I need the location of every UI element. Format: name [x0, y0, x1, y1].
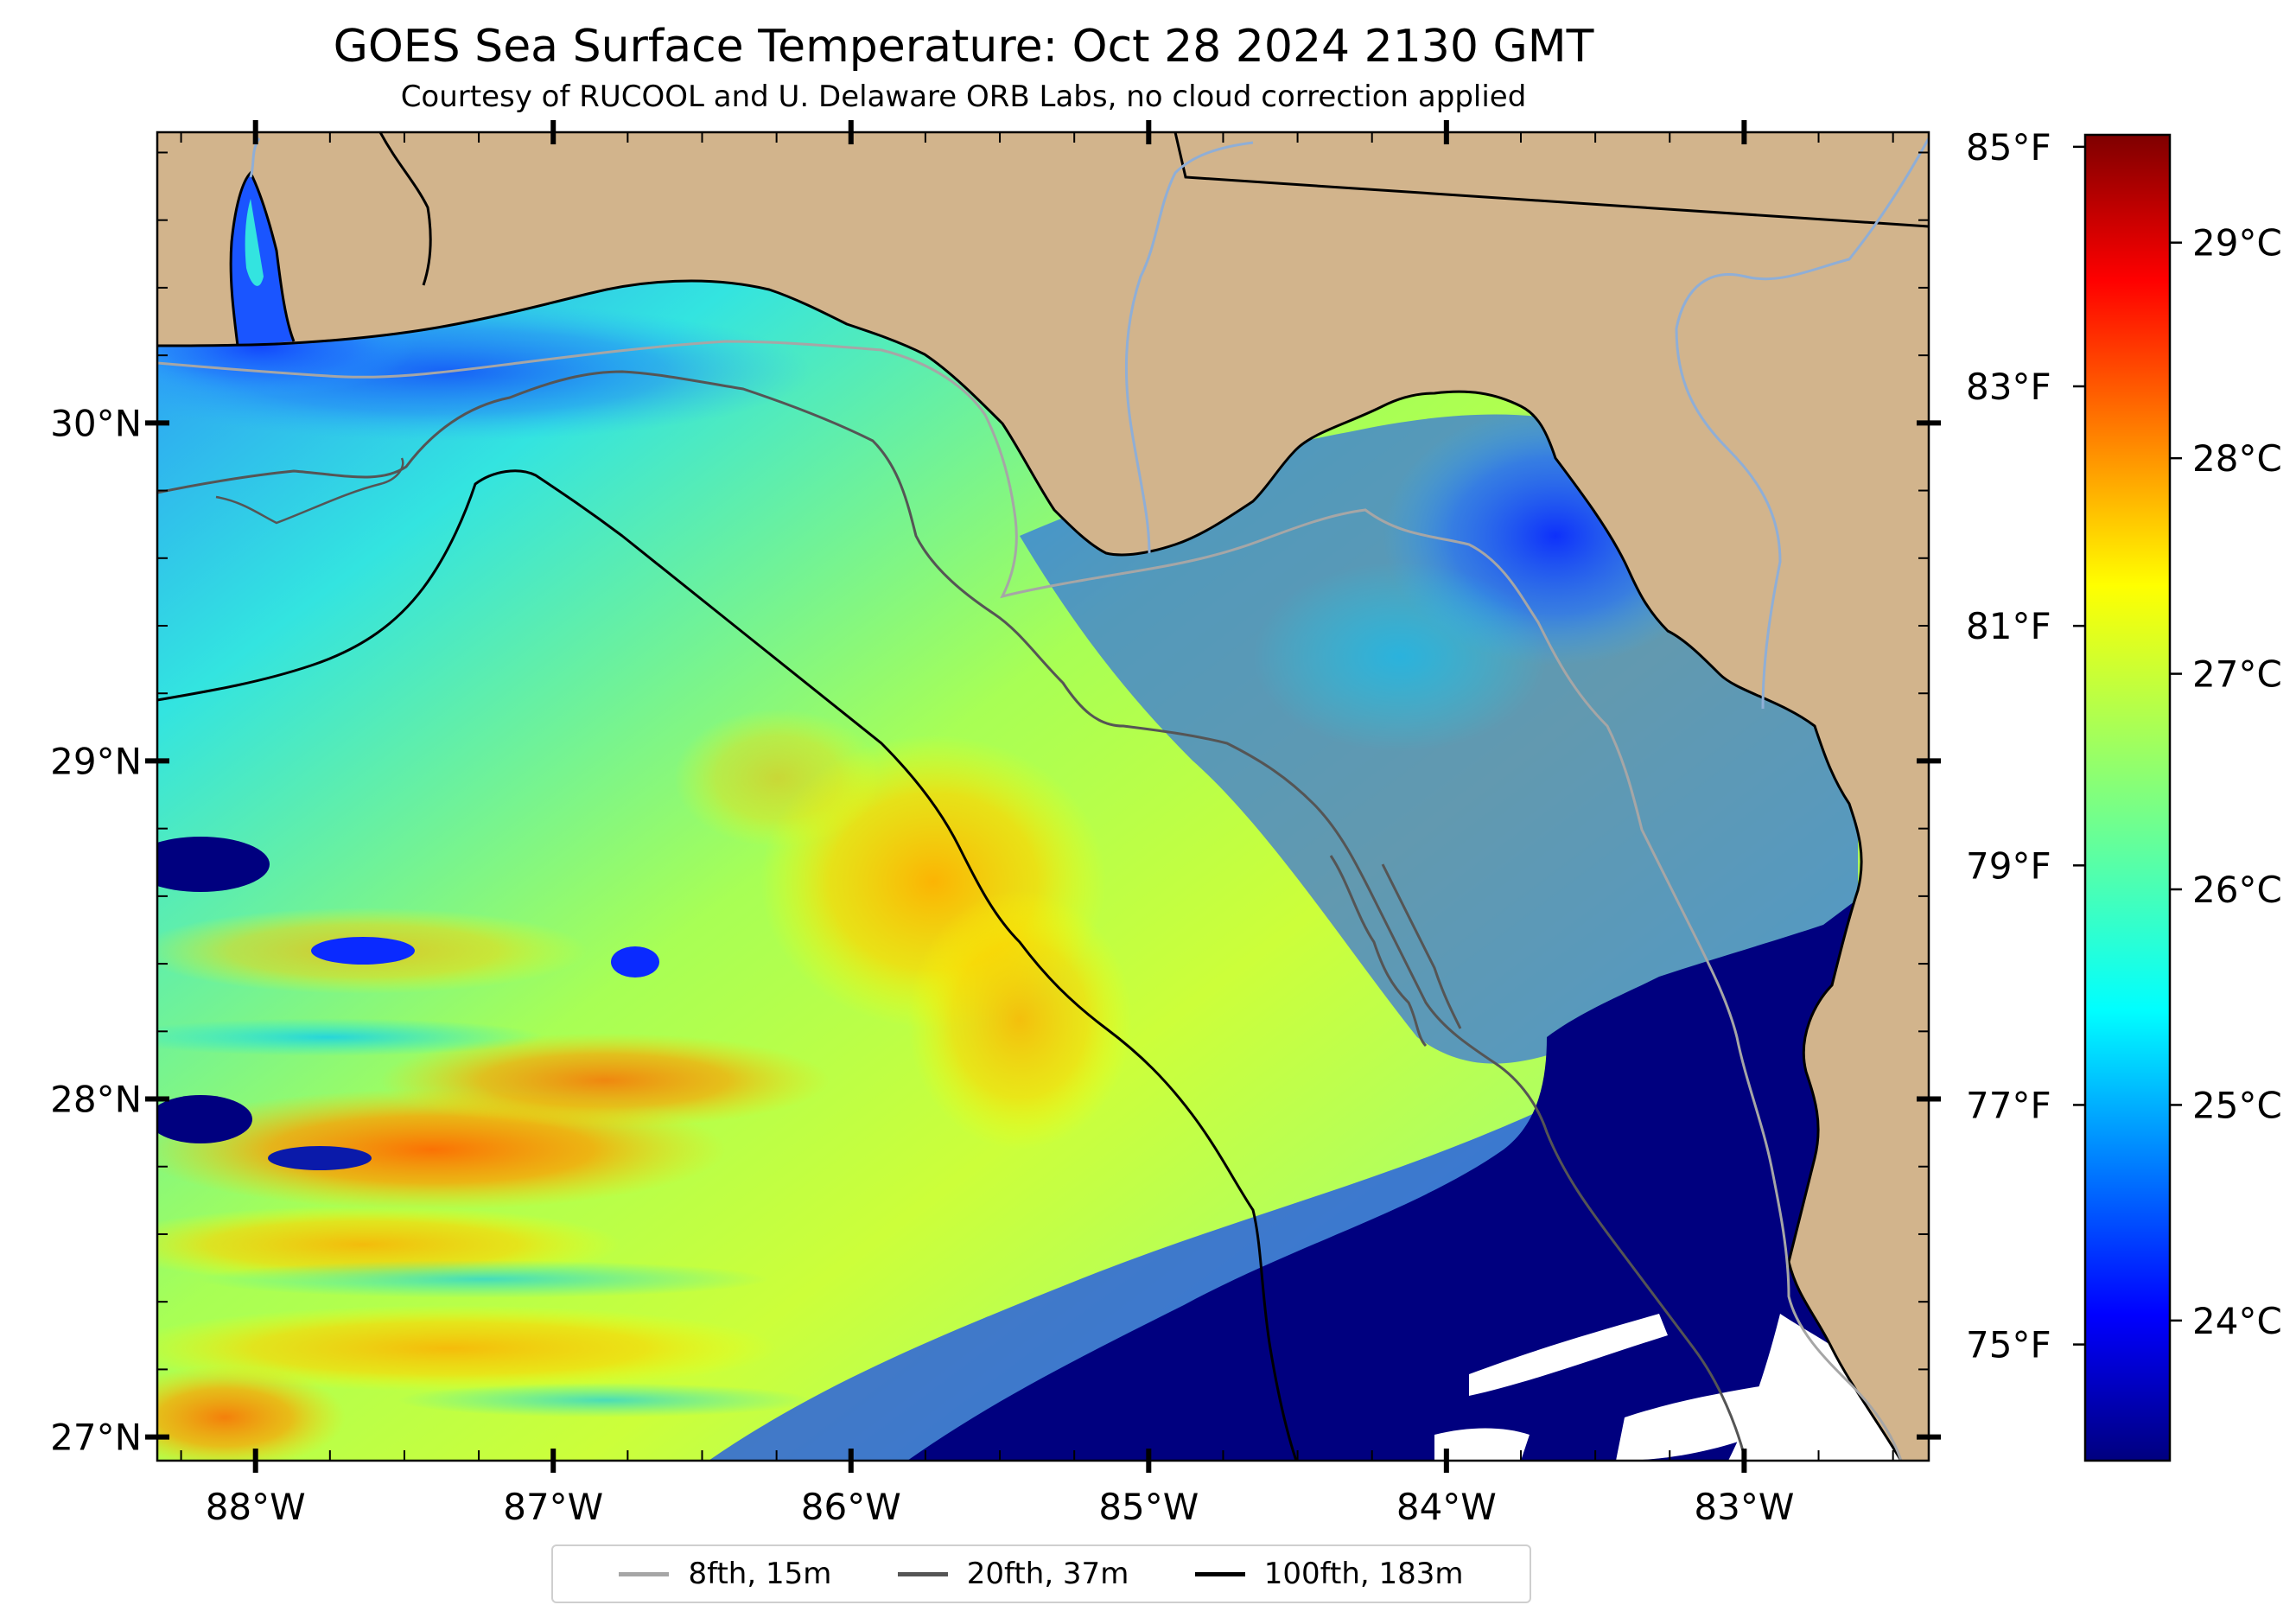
isobath-100fth [157, 469, 1298, 1461]
coastline [157, 279, 1903, 1461]
legend-item-100fth: 100fth, 183m [1194, 1557, 1464, 1591]
celsius-tick-label: 24°C [2192, 1300, 2282, 1342]
cold-patch [157, 1095, 252, 1143]
lon-tick-label: 88°W [206, 1486, 306, 1528]
legend-item-20fth: 20fth, 37m [897, 1557, 1129, 1591]
cyan-water [1253, 562, 1547, 752]
warm-streak [157, 1305, 778, 1392]
colorbar [2083, 133, 2172, 1462]
isobath-20fth [215, 457, 404, 525]
warm-streak [157, 1366, 346, 1461]
legend-label: 8fth, 15m [688, 1557, 832, 1591]
fahrenheit-tick-label: 83°F [1966, 366, 2051, 408]
lon-tick-label: 85°W [1098, 1486, 1199, 1528]
celsius-tick-label: 28°C [2192, 437, 2282, 480]
cyan-streak [199, 1260, 769, 1298]
mobile-bay [231, 173, 294, 346]
cyan-streak [398, 1383, 812, 1417]
fahrenheit-tick-label: 75°F [1966, 1324, 2051, 1366]
celsius-tick-label: 27°C [2192, 653, 2282, 696]
celsius-tick-label: 29°C [2192, 222, 2282, 264]
cold-patch [157, 837, 270, 892]
chart-subtitle: Courtesy of RUCOOL and U. Delaware ORB L… [400, 80, 1527, 114]
lon-tick-label: 87°W [503, 1486, 603, 1528]
cold-patch [611, 946, 659, 978]
lat-tick-label: 28°N [50, 1079, 142, 1121]
no-data-region [1616, 1383, 1797, 1461]
isobath-20fth [1329, 855, 1428, 1048]
state-border [1173, 132, 1929, 228]
isobath-20fth [157, 370, 1747, 1461]
legend-item-8fth: 8fth, 15m [619, 1557, 831, 1591]
cyan-streak [157, 1018, 544, 1056]
chart-title: GOES Sea Surface Temperature: Oct 28 202… [333, 21, 1594, 73]
warm-core [674, 709, 881, 847]
latitude-axis: 30°N 29°N 28°N 27°N [50, 151, 1941, 1459]
lat-tick-label: 30°N [50, 402, 142, 444]
cold-patch [268, 1146, 372, 1170]
colorbar-axis: 29°C 28°C 27°C 26°C 25°C 24°C 85°F 83°F 81°F 79°F… [1966, 126, 2282, 1366]
longitude-axis: 88°W 87°W 86°W 85°W 84°W 83°W [180, 120, 1894, 1528]
land-east [1789, 778, 1929, 1461]
fahrenheit-tick-label: 77°F [1966, 1084, 2051, 1126]
map-frame [156, 131, 1930, 1462]
legend-swatch-100fth [1194, 1571, 1245, 1576]
celsius-tick-label: 25°C [2192, 1084, 2282, 1126]
warm-core [907, 890, 1132, 1150]
lat-tick-label: 29°N [50, 740, 142, 782]
mobile-bay [245, 199, 264, 286]
legend-label: 100fth, 183m [1263, 1557, 1464, 1591]
isobath-legend: 8fth, 15m 20fth, 37m 100fth, 183m [551, 1544, 1531, 1603]
cold-patch [311, 937, 415, 965]
fahrenheit-tick-label: 85°F [1966, 126, 2051, 169]
land-north [157, 132, 1929, 807]
celsius-tick-label: 26°C [2192, 869, 2282, 911]
river [1124, 141, 1254, 554]
lon-tick-label: 84°W [1396, 1486, 1497, 1528]
no-data-region [1469, 1314, 1668, 1396]
lat-tick-label: 27°N [50, 1417, 142, 1459]
river [1675, 137, 1929, 710]
lon-tick-label: 83°W [1694, 1486, 1794, 1528]
legend-swatch-8fth [619, 1571, 670, 1576]
fahrenheit-tick-label: 79°F [1966, 844, 2051, 887]
lon-tick-label: 86°W [801, 1486, 901, 1528]
legend-label: 20fth, 37m [966, 1557, 1129, 1591]
legend-swatch-20fth [897, 1571, 948, 1576]
no-data-region [1434, 1428, 1530, 1461]
state-border [378, 132, 432, 286]
warm-streak [380, 1033, 830, 1128]
fahrenheit-tick-label: 81°F [1966, 605, 2051, 647]
isobath-8fth [157, 340, 1903, 1461]
isobath-20fth [1381, 863, 1462, 1029]
